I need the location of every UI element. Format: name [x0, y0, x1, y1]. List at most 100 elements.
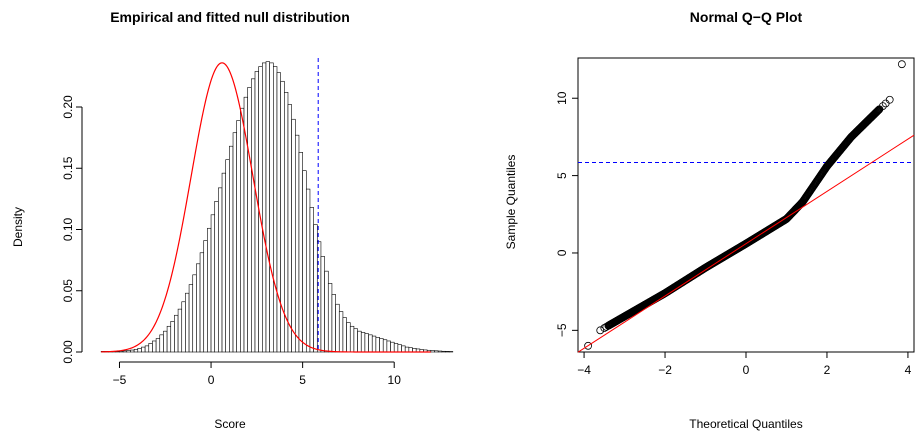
histogram-bar — [207, 227, 212, 353]
qq-point — [600, 324, 609, 332]
histogram-bar — [313, 224, 318, 353]
histogram-bar — [368, 334, 373, 353]
histogram-title: Empirical and fitted null distribution — [110, 9, 350, 25]
histogram-xlabel: Score — [214, 417, 246, 431]
histogram-bar — [393, 343, 399, 353]
histogram-bar — [126, 350, 131, 353]
histogram-bar — [287, 104, 292, 353]
histogram-panel: Empirical and fitted null distribution S… — [11, 9, 454, 431]
histogram-bar — [335, 303, 340, 353]
histogram-bar — [240, 107, 245, 353]
histogram-bar — [130, 349, 135, 353]
histogram-bar — [188, 284, 194, 353]
x-tick-label: 5 — [299, 373, 306, 387]
y-tick-label: 0.20 — [61, 95, 75, 119]
histogram-bar — [273, 66, 278, 353]
histogram-ylabel: Density — [11, 207, 25, 247]
histogram-x-axis: −5 0 5 10 — [113, 361, 402, 387]
histogram-bar — [218, 187, 223, 353]
histogram-bar — [170, 321, 175, 353]
histogram-bar — [185, 292, 190, 353]
histogram-bar — [229, 145, 234, 353]
qq-point — [596, 326, 605, 335]
histogram-bars — [100, 61, 454, 353]
histogram-bar — [166, 325, 172, 353]
histogram-bar — [382, 339, 388, 353]
y-tick-label: 5 — [555, 172, 569, 179]
histogram-bar — [122, 350, 128, 353]
qq-point — [873, 107, 881, 116]
histogram-bar — [141, 346, 146, 353]
histogram-bar — [437, 350, 443, 353]
histogram-bar — [441, 350, 446, 353]
qq-point — [874, 106, 883, 115]
histogram-bar — [295, 134, 300, 353]
x-tick-label: 0 — [743, 363, 750, 377]
histogram-bar — [276, 72, 281, 353]
histogram-bar — [360, 332, 366, 353]
qq-ylabel: Sample Quantiles — [504, 155, 518, 250]
histogram-bar — [236, 120, 241, 353]
qq-y-axis: −5 0 5 10 — [555, 91, 578, 337]
histogram-bar — [221, 172, 227, 353]
histogram-bar — [364, 333, 369, 353]
y-tick-label: 0.00 — [61, 340, 75, 364]
histogram-bar — [203, 240, 208, 353]
y-tick-label: 10 — [555, 91, 569, 105]
histogram-bar — [174, 314, 179, 353]
histogram-bar — [163, 330, 168, 353]
histogram-bar — [177, 308, 183, 353]
histogram-bar — [401, 345, 406, 353]
histogram-bar — [210, 214, 216, 353]
histogram-bar — [327, 283, 333, 353]
qq-point — [897, 60, 906, 69]
qq-point — [885, 95, 894, 104]
histogram-bar — [390, 341, 395, 353]
histogram-bar — [371, 335, 377, 353]
histogram-bar — [269, 62, 274, 353]
histogram-bar — [181, 301, 186, 353]
histogram-bar — [265, 61, 270, 353]
qq-x-axis: −4 −2 0 2 4 — [577, 352, 912, 377]
x-tick-label: 4 — [905, 363, 912, 377]
histogram-bar — [320, 256, 325, 353]
histogram-fitted-curve — [101, 62, 431, 353]
y-tick-label: 0.15 — [61, 156, 75, 180]
histogram-bar — [247, 87, 252, 353]
histogram-bar — [196, 263, 201, 353]
histogram-bar — [298, 152, 303, 353]
histogram-bar — [338, 311, 344, 353]
histogram-bar — [148, 343, 153, 353]
histogram-bar — [284, 92, 289, 353]
histogram-bar — [404, 346, 410, 353]
y-tick-label: 0.10 — [61, 217, 75, 241]
histogram-bar — [357, 330, 362, 353]
histogram-bar — [305, 188, 311, 353]
histogram-bar — [346, 322, 351, 353]
qq-point — [872, 108, 881, 116]
histogram-bar — [302, 170, 307, 353]
histogram-bar — [225, 159, 230, 353]
histogram-bar — [262, 62, 267, 353]
x-tick-label: 10 — [388, 373, 402, 387]
histogram-bar — [152, 340, 157, 353]
histogram-bar — [159, 334, 164, 353]
histogram-bar — [309, 207, 314, 353]
fitted-normal-curve — [101, 62, 431, 353]
qq-point — [874, 106, 882, 115]
histogram-bar — [137, 348, 142, 353]
qq-xlabel: Theoretical Quantiles — [689, 417, 802, 431]
histogram-bar — [214, 201, 219, 353]
qq-point — [878, 102, 887, 110]
qq-points — [584, 60, 906, 350]
histogram-bar — [144, 345, 150, 353]
histogram-bar — [397, 344, 402, 353]
y-tick-label: −5 — [555, 323, 569, 337]
histogram-bar — [375, 336, 380, 353]
histogram-bar — [342, 317, 347, 353]
qq-reference-line — [577, 134, 915, 353]
histogram-bar — [251, 78, 256, 353]
histogram-bar — [386, 340, 391, 353]
x-tick-label: 0 — [208, 373, 215, 387]
